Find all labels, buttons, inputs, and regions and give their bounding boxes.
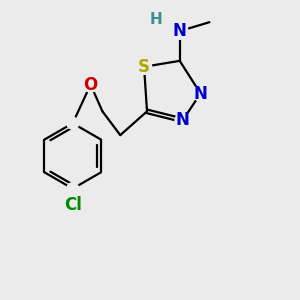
Text: H: H bbox=[150, 12, 162, 27]
Text: Cl: Cl bbox=[64, 196, 82, 214]
Circle shape bbox=[83, 77, 98, 92]
Circle shape bbox=[193, 86, 208, 101]
Circle shape bbox=[67, 183, 79, 195]
Circle shape bbox=[193, 86, 208, 101]
Circle shape bbox=[67, 117, 79, 129]
Circle shape bbox=[63, 195, 83, 214]
Circle shape bbox=[172, 24, 187, 38]
Circle shape bbox=[175, 113, 190, 128]
Circle shape bbox=[136, 59, 152, 74]
Circle shape bbox=[136, 59, 152, 74]
Text: N: N bbox=[194, 85, 208, 103]
Text: N: N bbox=[176, 111, 190, 129]
Circle shape bbox=[83, 77, 98, 92]
Text: S: S bbox=[138, 58, 150, 76]
Circle shape bbox=[172, 23, 188, 39]
Circle shape bbox=[65, 198, 80, 212]
Circle shape bbox=[175, 113, 190, 128]
Text: O: O bbox=[83, 76, 98, 94]
Text: N: N bbox=[173, 22, 187, 40]
